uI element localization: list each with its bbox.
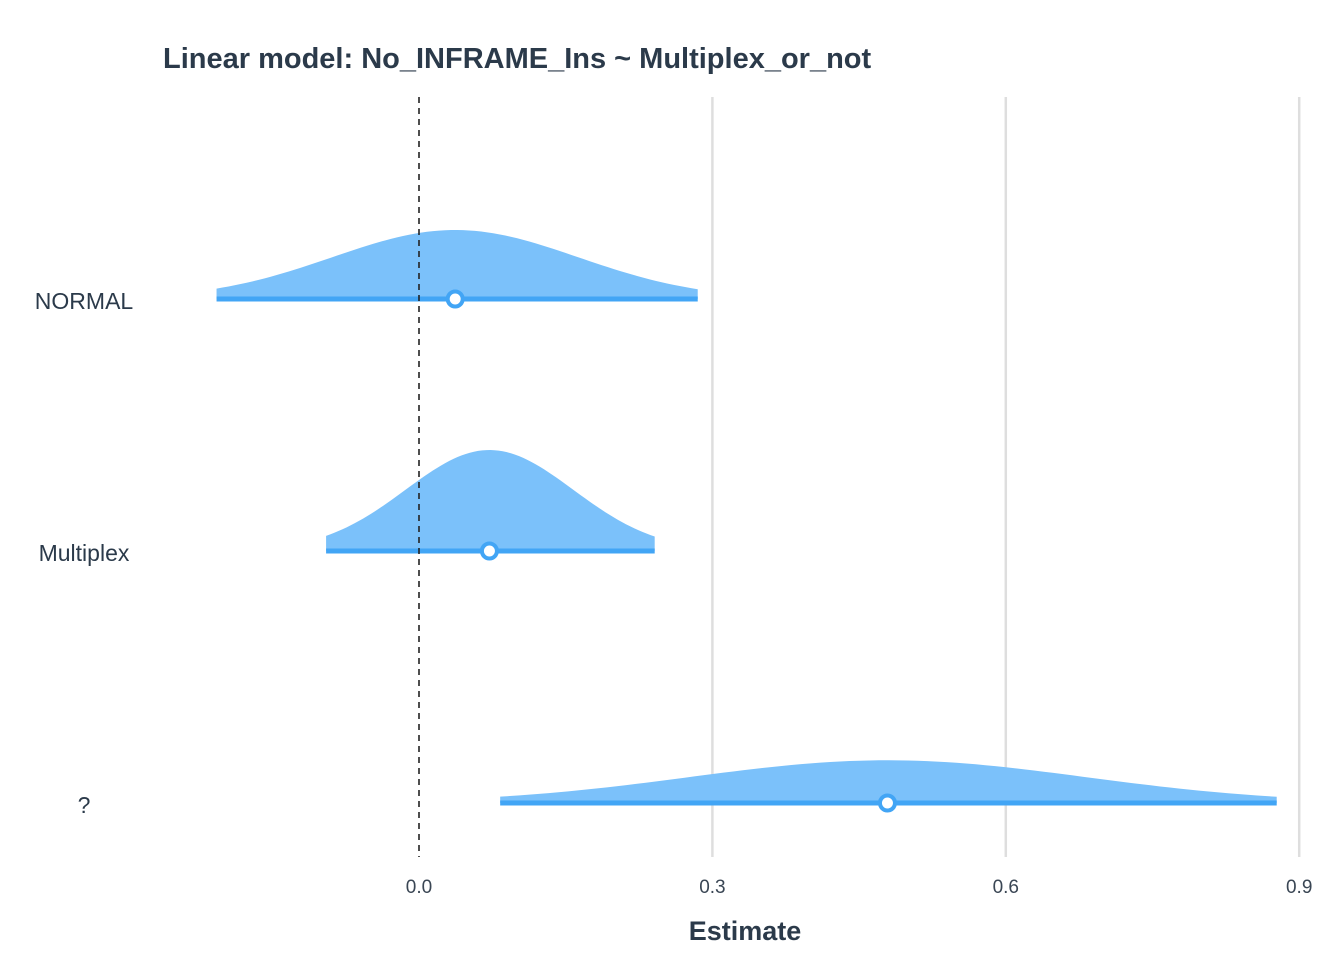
estimate-point-0 [445, 289, 465, 309]
y-tick-label: NORMAL [35, 288, 134, 314]
y-tick-label: Multiplex [39, 540, 130, 566]
estimate-point-1 [479, 541, 499, 561]
x-tick-label: 0.0 [406, 877, 432, 898]
x-tick-label: 0.3 [699, 877, 725, 898]
y-tick-label: ? [78, 792, 91, 818]
x-tick-label: 0.9 [1286, 877, 1312, 898]
density-0 [216, 230, 698, 299]
chart-title: Linear model: No_INFRAME_Ins ~ Multiplex… [163, 43, 872, 75]
distributions-layer [216, 230, 1277, 813]
x-axis-label: Estimate [689, 916, 802, 946]
x-tick-labels: 0.0 0.3 0.6 0.9 [406, 877, 1313, 898]
y-tick-labels: NORMAL Multiplex? [35, 288, 134, 818]
grid-layer [711, 97, 1301, 857]
density-1 [326, 450, 655, 551]
density-2 [500, 760, 1277, 803]
x-tick-label: 0.6 [993, 877, 1019, 898]
estimate-point-2 [877, 793, 897, 813]
